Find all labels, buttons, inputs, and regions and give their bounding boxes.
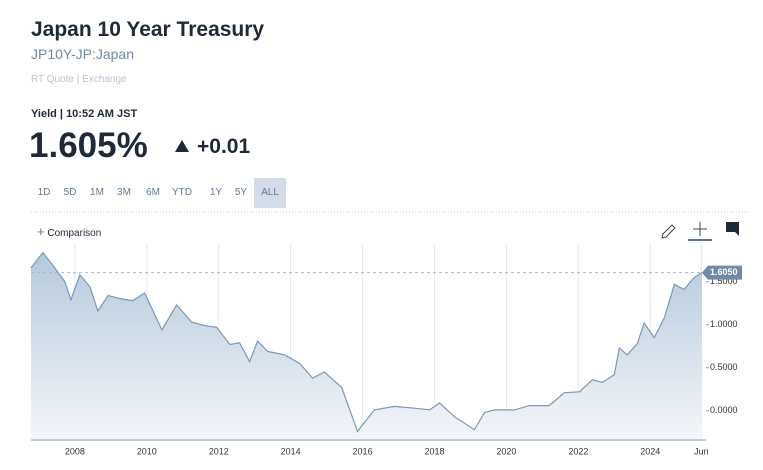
range-button[interactable]: YTD <box>172 187 192 198</box>
x-tick-label: 2008 <box>65 446 85 456</box>
y-tick-label: 0.0000 <box>710 405 738 415</box>
line <box>30 251 703 433</box>
y-tick-label: 1.5000 <box>710 276 738 286</box>
current-tag: 1.6050 <box>710 267 738 277</box>
x-tick-label: 2014 <box>281 446 301 456</box>
x-tick-label: 2012 <box>209 446 229 456</box>
y-tick-label: 0.5000 <box>710 362 738 372</box>
pencil-icon[interactable] <box>661 224 676 239</box>
range-button[interactable]: 1Y <box>209 187 223 198</box>
range-button[interactable]: 1M <box>90 187 104 198</box>
range-button[interactable]: 5D <box>63 187 77 198</box>
comparison-label: Comparison <box>47 228 102 239</box>
range-button[interactable]: 6M <box>146 187 160 198</box>
x-tick-label: 2016 <box>353 446 373 456</box>
title: Japan 10 Year Treasury <box>31 18 265 41</box>
quote-label: Yield | 10:52 AM JST <box>31 108 138 120</box>
comment-icon[interactable] <box>726 222 739 236</box>
yield: 1.605% <box>29 126 148 165</box>
source: RT Quote | Exchange <box>31 74 127 85</box>
area <box>31 252 703 440</box>
up-arrow <box>175 140 189 152</box>
x-tick-label: 2010 <box>137 446 157 456</box>
x-tick-label: 2020 <box>496 446 516 456</box>
range-button[interactable]: 1D <box>37 187 51 198</box>
x-tick-label: Jun <box>694 446 709 456</box>
range-button[interactable]: 5Y <box>234 187 248 198</box>
range-button[interactable]: 3M <box>117 187 131 198</box>
crosshair-icon[interactable] <box>688 222 712 241</box>
x-tick-label: 2022 <box>568 446 588 456</box>
x-tick-label: 2024 <box>640 446 660 456</box>
x-tick-label: 2018 <box>424 446 444 456</box>
comparison-button[interactable]: + Comparison <box>37 224 102 239</box>
change: +0.01 <box>197 135 251 158</box>
range-button[interactable]: ALL <box>254 178 286 208</box>
y-tick-label: 1.0000 <box>710 319 738 329</box>
symbol: JP10Y-JP:Japan <box>31 46 134 62</box>
current-tag-bg <box>702 265 742 280</box>
